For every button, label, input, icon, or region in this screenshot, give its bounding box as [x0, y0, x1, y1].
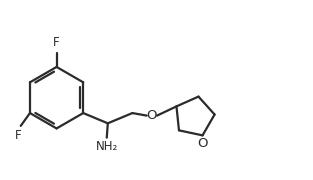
Text: F: F — [53, 36, 60, 49]
Text: NH₂: NH₂ — [96, 140, 118, 153]
Text: O: O — [197, 137, 208, 150]
Text: F: F — [15, 129, 22, 142]
Text: O: O — [146, 109, 157, 122]
